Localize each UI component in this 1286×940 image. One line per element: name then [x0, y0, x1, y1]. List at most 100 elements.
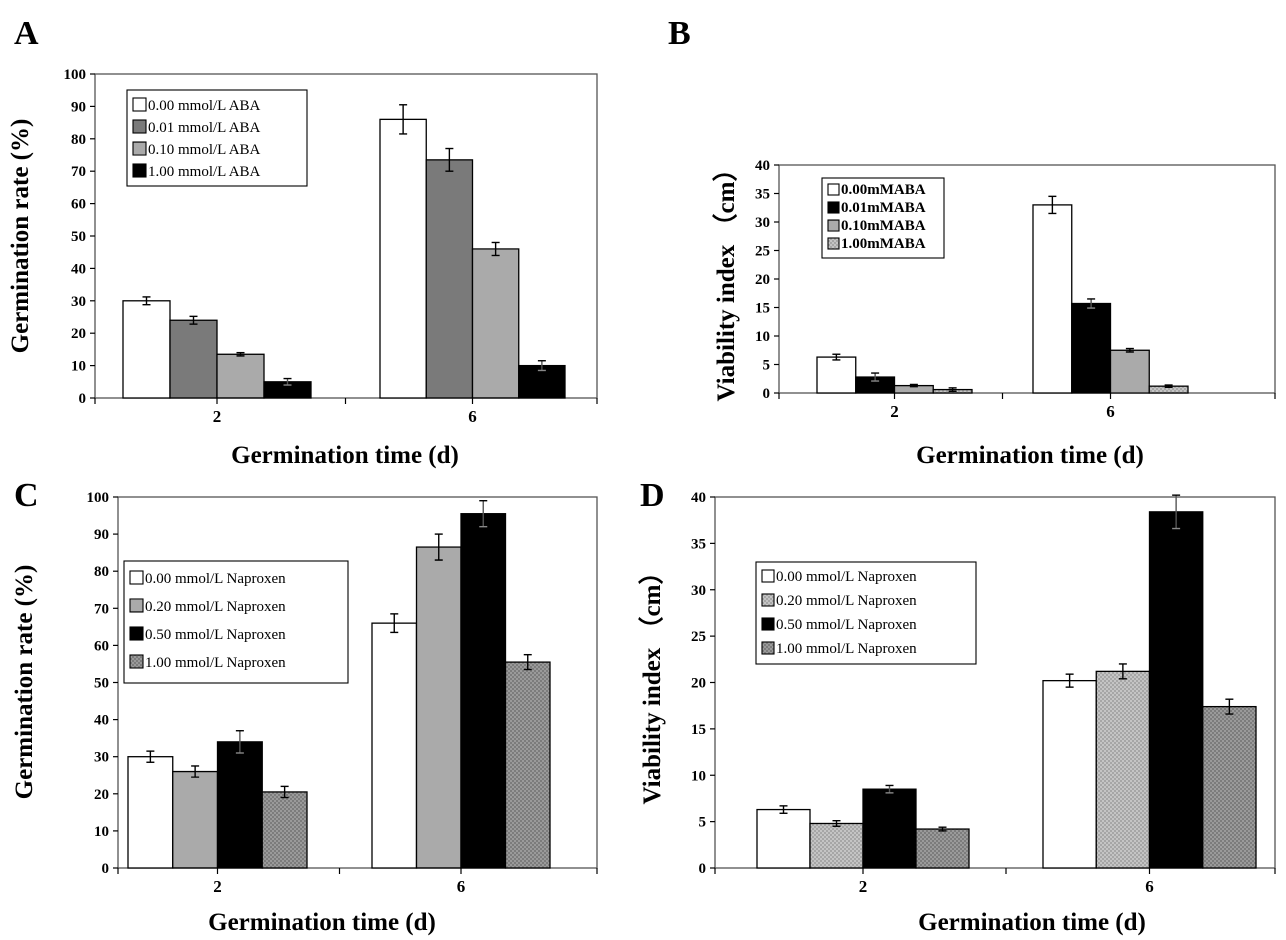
legend-swatch	[129, 570, 144, 585]
legend-swatch	[761, 593, 775, 607]
bar	[809, 822, 864, 869]
x-tick-label: 2	[213, 877, 222, 896]
legend-entry: 0.20 mmol/L Naproxen	[145, 599, 286, 615]
bar	[169, 319, 218, 399]
legend-swatch	[761, 617, 775, 631]
y-tick-label: 80	[94, 564, 109, 580]
legend-swatch	[129, 626, 144, 641]
y-tick-label: 15	[755, 301, 770, 317]
y-axis-title: Germination rate (%)	[7, 119, 34, 354]
panel-letter: B	[668, 15, 691, 52]
y-tick-label: 10	[755, 329, 770, 345]
bar	[371, 622, 418, 869]
panel-d: D 0 5 10 15 20 25 30 35 40 2 6 Germination time (d) V…	[637, 477, 1276, 936]
y-tick-label: 20	[755, 272, 770, 288]
x-tick-label: 6	[468, 407, 477, 426]
legend-entry: 0.20 mmol/L Naproxen	[776, 593, 917, 609]
bar	[216, 741, 263, 869]
bar	[415, 546, 462, 869]
panel-a: A 0 10 20 30 40 50 60 70 80 90 100 2 6 Germination tim…	[7, 15, 598, 469]
x-axis-title: Germination time (d)	[918, 909, 1146, 936]
y-tick-label: 10	[94, 824, 109, 840]
legend-entry: 0.01 mmol/L ABA	[148, 120, 261, 136]
legend-entry: 1.00 mmol/L Naproxen	[776, 641, 917, 657]
y-tick-label: 10	[71, 359, 86, 375]
panel-b: B 0 5 10 15 20 25 30 35 40 2 6 Germination time (d) V…	[668, 15, 1276, 469]
legend-box	[123, 560, 349, 684]
legend-swatch	[761, 641, 775, 655]
bar	[216, 353, 265, 399]
y-tick-label: 90	[71, 99, 86, 115]
bar	[816, 356, 857, 394]
y-tick-label: 100	[64, 67, 87, 83]
legend-swatch	[132, 119, 147, 134]
y-tick-label: 15	[691, 722, 706, 738]
y-tick-label: 40	[94, 713, 109, 729]
bar	[425, 159, 474, 399]
y-tick-label: 35	[755, 187, 770, 203]
legend-swatch	[132, 141, 147, 156]
x-tick-label: 6	[1145, 877, 1154, 896]
panel-letter: D	[640, 477, 665, 514]
y-tick-label: 50	[94, 676, 109, 692]
bar	[127, 756, 174, 869]
x-tick-label: 6	[457, 877, 466, 896]
y-axis-title: Germination rate (%)	[11, 565, 38, 800]
y-tick-label: 60	[94, 638, 109, 654]
legend-swatch	[827, 219, 840, 232]
legend-entry: 0.00mMABA	[841, 182, 926, 198]
legend-swatch	[132, 163, 147, 178]
legend-box	[126, 89, 308, 187]
bar	[1148, 511, 1204, 869]
y-tick-label: 10	[691, 768, 706, 784]
bar	[1202, 705, 1257, 869]
legend-swatch	[129, 598, 144, 613]
legend-swatch	[761, 569, 775, 583]
bar	[756, 808, 811, 869]
legend-box	[755, 561, 977, 665]
y-tick-label: 90	[94, 527, 109, 543]
legend-swatch	[132, 97, 147, 112]
x-axis-title: Germination time (d)	[916, 442, 1144, 469]
panel-letter: A	[14, 15, 39, 52]
bar	[504, 661, 551, 869]
legend-entry: 0.00 mmol/L Naproxen	[776, 569, 917, 585]
y-tick-label: 30	[755, 215, 770, 231]
bar	[862, 788, 917, 869]
y-tick-label: 5	[763, 358, 771, 374]
y-tick-label: 30	[94, 750, 109, 766]
bar	[915, 828, 970, 869]
legend-entry: 1.00 mmol/L Naproxen	[145, 655, 286, 671]
y-axis-title: Viability index （cm）	[711, 157, 740, 402]
y-tick-label: 0	[79, 391, 87, 407]
bar	[1042, 679, 1097, 869]
bar	[518, 364, 566, 399]
legend-swatch	[827, 183, 840, 196]
y-tick-label: 40	[755, 158, 770, 174]
legend-entry: 0.00 mmol/L Naproxen	[145, 571, 286, 587]
legend-entry: 0.10mMABA	[841, 218, 926, 234]
panel-letter: C	[14, 477, 39, 514]
y-tick-label: 70	[94, 601, 109, 617]
y-tick-label: 30	[71, 294, 86, 310]
y-tick-label: 0	[699, 861, 707, 877]
y-tick-label: 80	[71, 132, 86, 148]
bar	[172, 770, 219, 869]
bar	[1109, 349, 1150, 394]
x-tick-label: 2	[213, 407, 222, 426]
legend-swatch	[827, 237, 840, 250]
y-tick-label: 0	[102, 861, 110, 877]
bar	[460, 513, 507, 869]
legend-swatch	[129, 654, 144, 669]
bar	[261, 791, 308, 869]
legend-entry: 0.10 mmol/L ABA	[148, 142, 261, 158]
legend-entry: 0.50 mmol/L Naproxen	[145, 627, 286, 643]
legend-entry: 1.00mMABA	[841, 236, 926, 252]
legend-box	[821, 177, 945, 259]
x-axis-title: Germination time (d)	[208, 909, 436, 936]
y-tick-label: 20	[94, 787, 109, 803]
y-tick-label: 100	[87, 490, 110, 506]
bar	[1071, 302, 1112, 394]
y-tick-label: 60	[71, 197, 86, 213]
legend-entry: 0.00 mmol/L ABA	[148, 98, 261, 114]
